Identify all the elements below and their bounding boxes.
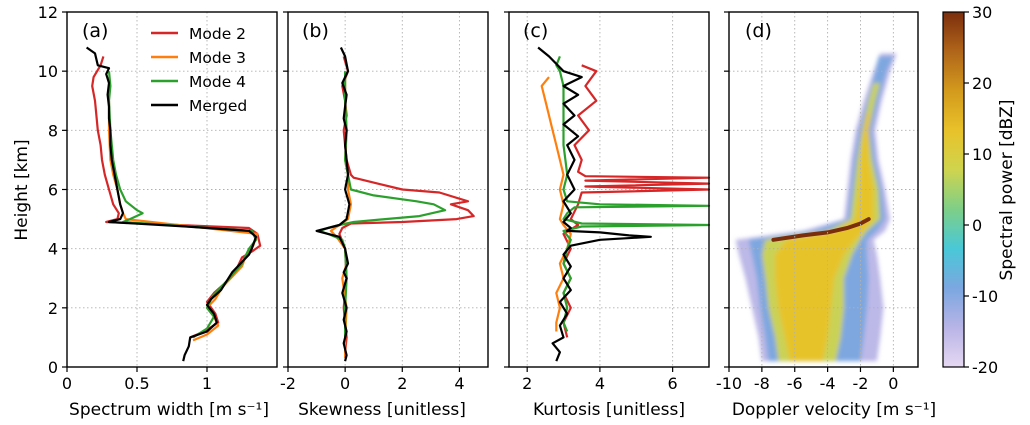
series-line-mode-3 <box>107 100 259 342</box>
x-axis-label-d: Doppler velocity [m s⁻¹] <box>732 400 936 420</box>
y-tick-label: 0 <box>48 358 58 377</box>
x-axis-label-c: Kurtosis [unitless] <box>533 400 685 420</box>
colorbar-tick-label: 30 <box>972 3 992 22</box>
x-tick-label: 0.5 <box>124 374 149 393</box>
series-line-mode-2 <box>338 56 475 353</box>
legend-label: Mode 3 <box>189 49 246 67</box>
series-line-mode-3 <box>540 76 572 332</box>
x-tick-label: -4 <box>820 374 836 393</box>
x-tick-label: -2 <box>280 374 296 393</box>
y-tick-label: 8 <box>48 121 58 140</box>
panel-b: -2 0 2 4 (b) Skewness [unitless] <box>280 11 489 420</box>
colorbar-label: Spectral power [dBZ] <box>997 100 1017 281</box>
x-axis-label-b: Skewness [unitless] <box>298 400 466 420</box>
panel-label-c: (c) <box>523 20 548 42</box>
x-tick-label: 4 <box>595 374 605 393</box>
legend-label: Merged <box>189 97 247 115</box>
x-tick-label: 0 <box>340 374 350 393</box>
y-tick-label: 4 <box>48 240 58 259</box>
colorbar-tick-label: -20 <box>972 358 998 377</box>
spectrum-layer-3 <box>775 112 874 362</box>
x-tick-label: 0 <box>888 374 898 393</box>
x-tick-label: 1 <box>202 374 212 393</box>
colorbar-tick-label: -10 <box>972 287 998 306</box>
series-line-merged <box>85 46 258 362</box>
series-line-merged <box>315 47 351 362</box>
x-tick-label: 0 <box>62 374 72 393</box>
series-line-mode-2 <box>562 64 711 338</box>
colorbar-tick-label: 0 <box>972 216 982 235</box>
y-tick-label: 12 <box>38 3 58 22</box>
colorbar-tick-label: 20 <box>972 74 992 93</box>
y-axis-label: Height [km] <box>12 139 32 240</box>
y-tick-label: 10 <box>38 62 58 81</box>
x-tick-label: 6 <box>668 374 678 393</box>
panel-c: 2 4 6 (c) Kurtosis [unitless] <box>504 11 711 420</box>
y-tick-label: 2 <box>48 299 58 318</box>
x-tick-label: -10 <box>716 374 742 393</box>
legend-label: Mode 4 <box>189 73 246 91</box>
legend: Mode 2 Mode 3 Mode 4 Merged <box>151 25 247 115</box>
y-tick-label: 6 <box>48 181 58 200</box>
legend-label: Mode 2 <box>189 25 246 43</box>
colorbar-gradient <box>942 11 965 368</box>
colorbar-tick-label: 10 <box>972 145 992 164</box>
x-tick-label: 2 <box>397 374 407 393</box>
x-tick-label: 2 <box>522 374 532 393</box>
x-tick-label: -6 <box>787 374 803 393</box>
bright-band-ridge <box>771 217 871 242</box>
x-axis-label-a: Spectrum width [m s⁻¹] <box>69 400 269 420</box>
panel-d: -10 -8 -6 -4 -2 0 (d) Doppler velocity [m s⁻¹… <box>716 11 936 420</box>
series-line-mode-4 <box>318 71 447 338</box>
series-line-mode-4 <box>555 55 711 332</box>
x-tick-label: 4 <box>454 374 464 393</box>
x-tick-label: -2 <box>853 374 869 393</box>
panel-label-d: (d) <box>745 20 772 42</box>
panel-label-a: (a) <box>82 20 108 42</box>
panel-label-b: (b) <box>302 20 329 42</box>
x-tick-label: -8 <box>754 374 770 393</box>
colorbar: -20 -10 0 10 20 30 Spectral power [dBZ] <box>942 3 1017 377</box>
series-line-merged <box>537 46 652 362</box>
